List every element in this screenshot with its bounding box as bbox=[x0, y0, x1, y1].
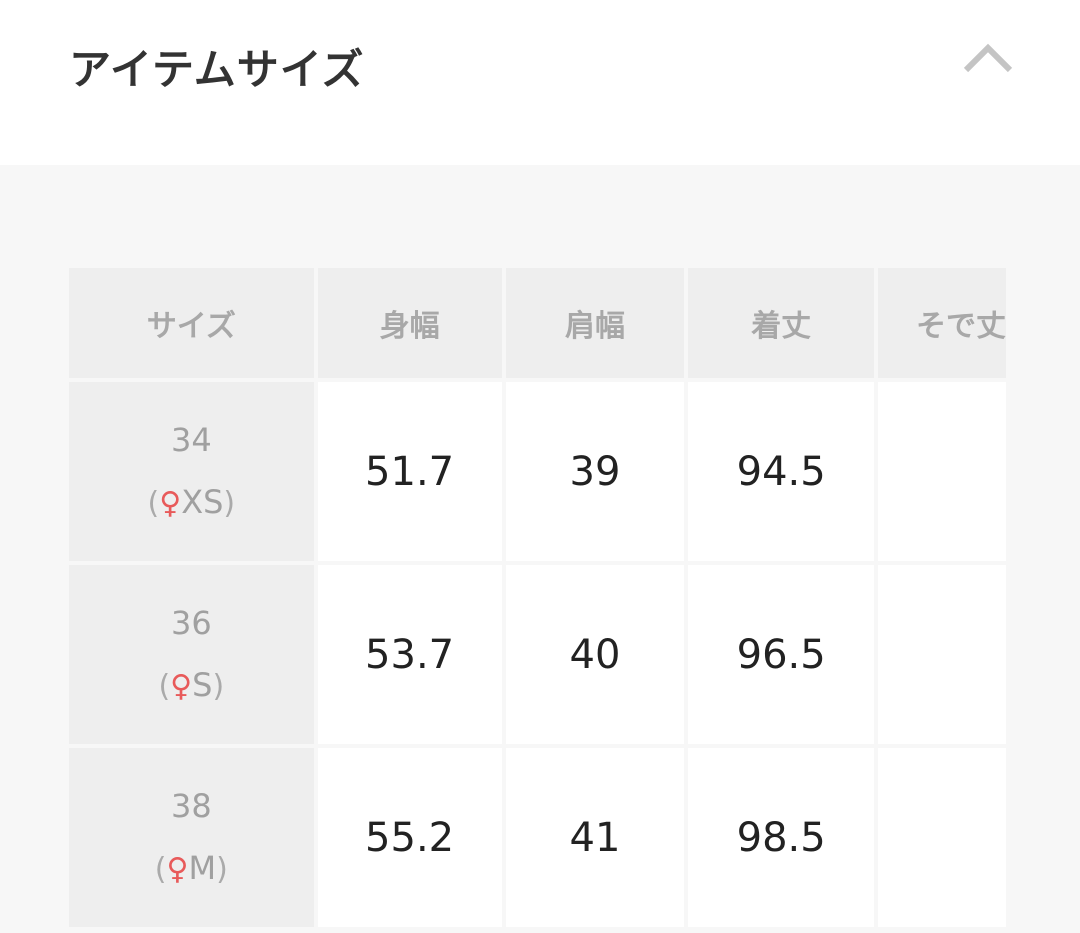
size-cell: 38 (♀M) bbox=[69, 748, 314, 927]
value-cell bbox=[877, 748, 1006, 927]
table-row: 36 (♀S) 53.7 40 96.5 bbox=[69, 565, 1006, 744]
header-size: サイズ bbox=[69, 268, 314, 378]
size-table: サイズ 身幅 肩幅 着丈 そで丈 34 (♀XS) 51.7 39 94.5 36… bbox=[69, 268, 1010, 931]
header-length: 着丈 bbox=[688, 268, 874, 378]
section-title: アイテムサイズ bbox=[69, 45, 365, 94]
size-number: 38 bbox=[170, 786, 212, 825]
size-cell: 34 (♀XS) bbox=[69, 382, 314, 561]
size-number: 34 bbox=[170, 420, 212, 459]
value-cell: 41 bbox=[505, 748, 685, 927]
header-sleeve-length-label: そで丈 bbox=[915, 309, 1006, 344]
value-cell: 53.7 bbox=[317, 565, 502, 744]
value-cell bbox=[877, 382, 1006, 561]
header-body-width: 身幅 bbox=[317, 268, 502, 378]
size-label: XS bbox=[181, 482, 224, 521]
table-row: 38 (♀M) 55.2 41 98.5 bbox=[69, 748, 1006, 927]
size-label: S bbox=[192, 665, 213, 704]
value-cell: 96.5 bbox=[688, 565, 874, 744]
woman-icon: ♀ bbox=[159, 485, 182, 521]
header-sleeve-length: そで丈 bbox=[877, 268, 1006, 378]
woman-icon: ♀ bbox=[166, 851, 189, 887]
value-cell bbox=[877, 565, 1006, 744]
woman-icon: ♀ bbox=[170, 668, 193, 704]
value-cell: 40 bbox=[505, 565, 685, 744]
size-label: M bbox=[188, 848, 217, 887]
value-cell: 51.7 bbox=[317, 382, 502, 561]
value-cell: 94.5 bbox=[688, 382, 874, 561]
table-row: 34 (♀XS) 51.7 39 94.5 bbox=[69, 382, 1006, 561]
section-header: アイテムサイズ bbox=[0, 0, 1080, 165]
value-cell: 55.2 bbox=[317, 748, 502, 927]
size-table-scroll[interactable]: サイズ 身幅 肩幅 着丈 そで丈 34 (♀XS) 51.7 39 94.5 36… bbox=[69, 268, 1010, 933]
value-cell: 98.5 bbox=[688, 748, 874, 927]
size-cell: 36 (♀S) bbox=[69, 565, 314, 744]
size-number: 36 bbox=[170, 603, 212, 642]
header-shoulder-width: 肩幅 bbox=[505, 268, 685, 378]
chevron-up-icon[interactable] bbox=[962, 40, 1014, 76]
value-cell: 39 bbox=[505, 382, 685, 561]
